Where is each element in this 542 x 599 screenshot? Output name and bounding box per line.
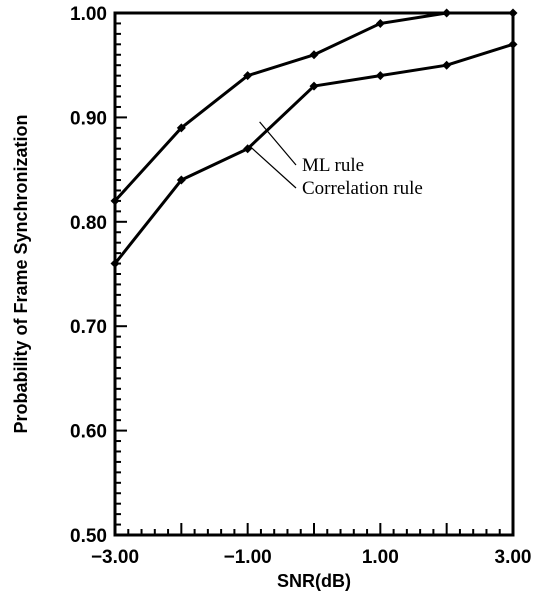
series-line-correlation-rule <box>113 42 514 265</box>
x-tick-label: 1.00 <box>362 547 399 568</box>
data-point-correlation-rule <box>110 259 120 269</box>
data-point-ml-rule <box>243 71 253 81</box>
y-tick-label: 0.80 <box>70 213 107 234</box>
axis-ticks <box>114 12 514 536</box>
data-point-ml-rule <box>176 123 186 133</box>
data-point-correlation-rule <box>442 60 452 70</box>
plot-frame <box>113 11 515 537</box>
correlation-rule-label: Correlation rule <box>302 178 423 199</box>
y-tick-label: 1.00 <box>70 4 107 25</box>
y-tick-label: 0.50 <box>70 526 107 547</box>
data-point-correlation-rule <box>375 71 385 81</box>
data-point-correlation-rule <box>176 175 186 185</box>
x-tick-label: −1.00 <box>224 547 272 568</box>
x-tick-labels: −3.00 −1.00 1.00 3.00 <box>91 547 532 568</box>
x-tick-label: −3.00 <box>91 547 139 568</box>
y-axis-title: Probability of Frame Synchronization <box>11 114 31 433</box>
ml-rule-label: ML rule <box>302 155 364 176</box>
data-point-ml-rule <box>508 8 518 18</box>
y-tick-label: 0.70 <box>70 317 107 338</box>
data-point-ml-rule <box>375 18 385 28</box>
y-tick-label: 0.60 <box>70 422 107 443</box>
plot-area <box>113 11 515 537</box>
data-point-correlation-rule <box>508 39 518 49</box>
ml-rule-leader-line <box>259 121 297 166</box>
data-point-ml-rule <box>442 8 452 18</box>
series-group <box>110 8 518 269</box>
data-point-ml-rule <box>110 196 120 206</box>
y-tick-label: 0.90 <box>70 108 107 129</box>
correlation-rule-leader-line <box>249 145 297 189</box>
data-point-correlation-rule <box>309 81 319 91</box>
x-tick-label: 3.00 <box>495 547 532 568</box>
y-tick-labels: 0.50 0.60 0.70 0.80 0.90 1.00 <box>70 4 107 547</box>
x-axis-title: SNR(dB) <box>277 571 351 591</box>
data-point-ml-rule <box>309 50 319 60</box>
